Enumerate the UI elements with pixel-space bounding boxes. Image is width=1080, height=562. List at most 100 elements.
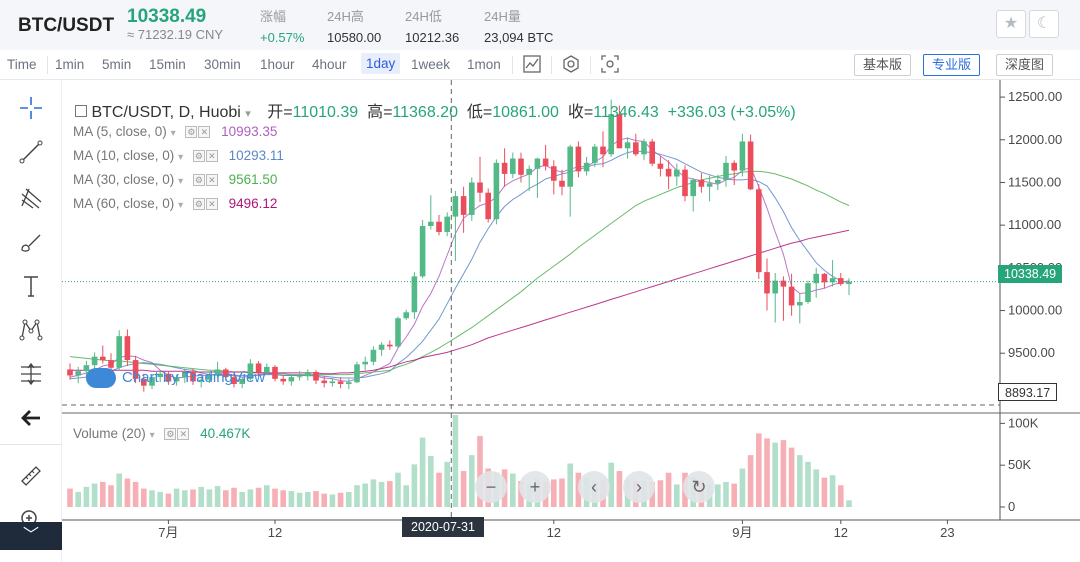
view-pro-button[interactable]: 专业版 — [923, 54, 981, 76]
ma60-value: 9496.12 — [228, 196, 278, 211]
timeframe-4hour[interactable]: 4hour — [312, 57, 347, 72]
pair-symbol[interactable]: BTC/USDT — [18, 15, 115, 36]
volume-bar — [387, 481, 393, 507]
tradingview-watermark[interactable]: Chart by TradingView — [86, 368, 265, 388]
candle-body — [108, 360, 114, 368]
ma5-label[interactable]: MA (5, close, 0) — [73, 124, 167, 139]
timeframe-15min[interactable]: 15min — [149, 57, 186, 72]
settings-icon[interactable] — [560, 54, 582, 76]
crosshair-price-tag: 8893.17 — [998, 383, 1058, 401]
candle-body — [231, 377, 237, 384]
scroll-right-icon[interactable]: › — [623, 471, 655, 503]
dropdown-icon[interactable]: ▾ — [149, 430, 155, 441]
ma10-label[interactable]: MA (10, close, 0) — [73, 148, 175, 163]
volume-bar — [510, 473, 516, 507]
volume-bar — [780, 440, 787, 507]
candle-body — [690, 179, 696, 197]
dropdown-icon[interactable]: ▾ — [178, 200, 184, 211]
timeframe-30min[interactable]: 30min — [204, 57, 241, 72]
volume-bar — [157, 491, 163, 507]
volume-bar — [305, 491, 311, 507]
close-icon[interactable]: ✕ — [198, 126, 211, 139]
settings-icon[interactable]: ⚙ — [164, 428, 177, 441]
candle-body — [772, 280, 778, 294]
scroll-left-icon[interactable]: ‹ — [578, 471, 610, 503]
dropdown-icon[interactable]: ▾ — [178, 152, 184, 163]
stat-change: 涨幅 +0.57% — [260, 6, 304, 45]
screenshot-icon[interactable] — [599, 54, 621, 76]
ruler-icon[interactable] — [15, 460, 47, 492]
candle-body — [657, 163, 664, 169]
candle-body — [682, 169, 688, 197]
ma10-value: 10293.11 — [228, 148, 284, 163]
candle-body — [665, 168, 672, 177]
star-icon[interactable]: ★ — [996, 10, 1026, 38]
dropdown-icon[interactable]: ▾ — [170, 128, 176, 139]
open-value: 11010.39 — [292, 104, 359, 121]
timeframe-1mon[interactable]: 1mon — [467, 57, 501, 72]
close-icon[interactable]: ✕ — [205, 174, 218, 187]
candle-body — [608, 114, 614, 155]
volume-value: 40.467K — [200, 426, 251, 441]
timeframe-time[interactable]: Time — [7, 57, 37, 72]
volume-bar — [141, 488, 147, 507]
settings-icon[interactable]: ⚙ — [185, 126, 198, 139]
settings-icon[interactable]: ⚙ — [192, 150, 205, 163]
candle-body — [518, 158, 524, 175]
timeframe-5min[interactable]: 5min — [102, 57, 132, 72]
volume-bar — [370, 479, 377, 507]
candle-body — [436, 221, 442, 232]
ma60-label[interactable]: MA (60, close, 0) — [73, 196, 175, 211]
volume-label[interactable]: Volume (20) — [73, 426, 146, 441]
timeframe-1hour[interactable]: 1hour — [260, 57, 295, 72]
moon-icon[interactable]: ☾ — [1029, 10, 1059, 38]
candle-body — [706, 183, 713, 187]
timeframe-1day[interactable]: 1day — [361, 53, 401, 74]
symbol-label[interactable]: BTC/USDT, D, Huobi — [91, 104, 241, 121]
text-icon[interactable] — [15, 270, 47, 302]
candle-body — [329, 381, 336, 384]
volume-bar — [460, 471, 467, 507]
candle-body — [780, 280, 787, 287]
settings-icon[interactable]: ⚙ — [192, 174, 205, 187]
crosshair-icon[interactable] — [15, 92, 47, 124]
candle-body — [255, 363, 262, 373]
pattern-icon[interactable] — [15, 314, 47, 346]
measure-icon[interactable] — [15, 358, 47, 390]
volume-tick-label: 0 — [1008, 499, 1015, 514]
candle-body — [838, 278, 844, 285]
view-depth-button[interactable]: 深度图 — [996, 54, 1054, 76]
back-arrow-icon[interactable] — [15, 402, 47, 434]
trend-line-icon[interactable] — [15, 136, 47, 168]
view-basic-button[interactable]: 基本版 — [854, 54, 912, 76]
collapse-icon[interactable] — [75, 104, 87, 117]
indicators-icon[interactable] — [521, 54, 543, 76]
close-icon[interactable]: ✕ — [205, 150, 218, 163]
settings-icon[interactable]: ⚙ — [192, 198, 205, 211]
candle-body — [223, 369, 229, 378]
close-icon[interactable]: ✕ — [205, 198, 218, 211]
pitchfork-icon[interactable] — [15, 182, 47, 214]
volume-bar — [272, 488, 278, 507]
zoom-out-icon[interactable]: − — [475, 471, 507, 503]
candle-body — [501, 162, 508, 174]
volume-bar — [813, 469, 819, 507]
chevron-down-icon[interactable]: ﹀ — [0, 522, 62, 550]
legend-dropdown-icon[interactable]: ▾ — [245, 108, 251, 120]
timeframe-1min[interactable]: 1min — [55, 57, 85, 72]
ma30-label[interactable]: MA (30, close, 0) — [73, 172, 175, 187]
timeframe-1week[interactable]: 1week — [411, 57, 451, 72]
volume-bar — [247, 489, 254, 507]
brush-icon[interactable] — [15, 226, 47, 258]
main-legend: BTC/USDT, D, Huobi ▾ 开=11010.39 高=11368.… — [75, 98, 796, 122]
zoom-in-icon[interactable]: + — [519, 471, 551, 503]
stat-volume-label: 24H量 — [484, 9, 521, 24]
candle-body — [67, 369, 73, 376]
candle-body — [296, 376, 303, 378]
reset-icon[interactable]: ↻ — [683, 471, 715, 503]
volume-bar — [288, 491, 295, 507]
candle-body — [674, 169, 680, 177]
dropdown-icon[interactable]: ▾ — [178, 176, 184, 187]
close-icon[interactable]: ✕ — [177, 428, 190, 441]
